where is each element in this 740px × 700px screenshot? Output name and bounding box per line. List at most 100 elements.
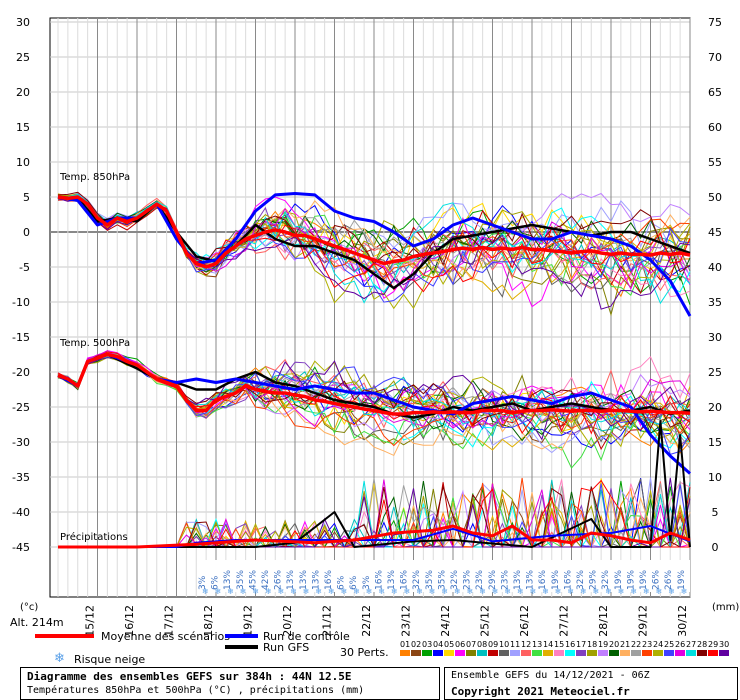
snow-flake-icon: ❄ bbox=[290, 587, 297, 596]
pert-number: 18 bbox=[587, 640, 597, 649]
altitude-label: Alt. 214m bbox=[10, 616, 64, 629]
pert-color-swatch bbox=[664, 650, 674, 656]
pert-color-swatch bbox=[609, 650, 619, 656]
snow-flake-icon: ❄ bbox=[240, 587, 247, 596]
snow-risk-percent: 16% bbox=[563, 570, 573, 590]
snow-risk-percent: 6% bbox=[337, 575, 347, 590]
x-tick-label: 20/12 bbox=[281, 605, 294, 637]
pert-color-swatch bbox=[477, 650, 487, 656]
panel-label-precip: Précipitations bbox=[60, 531, 128, 543]
snow-flake-icon: ❄ bbox=[618, 587, 625, 596]
snow-risk-percent: 6% bbox=[211, 575, 221, 590]
x-tick-label: 17/12 bbox=[163, 605, 176, 637]
pert-number: 28 bbox=[697, 640, 707, 649]
x-tick-label: 26/12 bbox=[518, 605, 531, 637]
snow-risk-percent: 23% bbox=[475, 570, 485, 590]
snow-risk-percent: 3% bbox=[362, 575, 372, 590]
pert-color-swatch bbox=[697, 650, 707, 656]
y-tick-label-right: 45 bbox=[708, 226, 722, 239]
snow-flake-icon: ❄ bbox=[668, 587, 675, 596]
snow-flake-icon: ❄ bbox=[303, 587, 310, 596]
pert-color-swatch bbox=[433, 650, 443, 656]
pert-number: 15 bbox=[554, 640, 564, 649]
x-tick-label: 27/12 bbox=[558, 605, 571, 637]
y-tick-label-right: 50 bbox=[708, 191, 722, 204]
pert-number: 14 bbox=[543, 640, 553, 649]
y-tick-label-left: 5 bbox=[23, 191, 30, 204]
snow-flake-icon: ❄ bbox=[542, 587, 549, 596]
pert-color-swatch bbox=[653, 650, 663, 656]
y-tick-label-right: 0 bbox=[712, 541, 719, 554]
y-tick-label-right: 70 bbox=[708, 51, 722, 64]
pert-color-swatch bbox=[576, 650, 586, 656]
pert-color-swatch bbox=[554, 650, 564, 656]
snow-risk-percent: 32% bbox=[576, 570, 586, 590]
snow-risk-percent: 29% bbox=[488, 570, 498, 590]
snow-risk-percent: 35% bbox=[425, 570, 435, 590]
snow-risk-percent: 19% bbox=[626, 570, 636, 590]
pert-number: 24 bbox=[653, 640, 663, 649]
y-tick-label-left: 0 bbox=[23, 226, 30, 239]
pert-color-swatch bbox=[466, 650, 476, 656]
snow-flake-icon: ❄ bbox=[441, 587, 448, 596]
snow-flake-icon: ❄ bbox=[530, 587, 537, 596]
pert-number: 29 bbox=[708, 640, 718, 649]
y-tick-label-left: 25 bbox=[16, 51, 30, 64]
legend-control-label: Run de contrôle bbox=[263, 630, 350, 643]
y-tick-label-left: -20 bbox=[12, 366, 30, 379]
snow-flake-icon: ❄ bbox=[555, 587, 562, 596]
pert-number: 07 bbox=[466, 640, 476, 649]
footer-title-box: Diagramme des ensembles GEFS sur 384h : … bbox=[20, 667, 440, 700]
pert-number: 17 bbox=[576, 640, 586, 649]
y-tick-label-right: 10 bbox=[708, 471, 722, 484]
footer-run-box: Ensemble GEFS du 14/12/2021 - 06Z Copyri… bbox=[444, 667, 738, 700]
snow-risk-percent: 32% bbox=[450, 570, 460, 590]
snow-flake-icon: ❄ bbox=[630, 587, 637, 596]
x-tick-label: 29/12 bbox=[637, 605, 650, 637]
snow-flake-icon: ❄ bbox=[567, 587, 574, 596]
pert-number: 08 bbox=[477, 640, 487, 649]
pert-color-swatch bbox=[686, 650, 696, 656]
y-tick-label-right: 65 bbox=[708, 86, 722, 99]
x-tick-label: 23/12 bbox=[400, 605, 413, 637]
snow-flake-icon: ❄ bbox=[252, 587, 259, 596]
precip-mean-line bbox=[58, 524, 691, 549]
y-tick-label-left: 10 bbox=[16, 156, 30, 169]
pert-color-swatch bbox=[642, 650, 652, 656]
x-tick-label: 30/12 bbox=[676, 605, 689, 637]
panel-label-t850: Temp. 850hPa bbox=[59, 172, 130, 183]
y-tick-label-right: 60 bbox=[708, 121, 722, 134]
pert-number: 01 bbox=[400, 640, 410, 649]
snow-flake-icon: ❄ bbox=[643, 587, 650, 596]
legend-gfs-label: Run GFS bbox=[263, 641, 309, 654]
footer-copyright: Copyright 2021 Meteociel.fr bbox=[451, 685, 630, 698]
snow-risk-percent: 13% bbox=[223, 570, 233, 590]
snow-risk-percent: 13% bbox=[311, 570, 321, 590]
pert-color-swatch bbox=[400, 650, 410, 656]
pert-number: 26 bbox=[675, 640, 685, 649]
y-tick-label-right: 5 bbox=[712, 506, 719, 519]
t850-mean-line bbox=[57, 195, 691, 269]
pert-number: 06 bbox=[455, 640, 465, 649]
precip-gfs-line bbox=[58, 420, 691, 548]
pert-number: 19 bbox=[598, 640, 608, 649]
snow-risk-band bbox=[200, 560, 690, 592]
member-line-t500 bbox=[57, 351, 691, 454]
snow-flake-icon: ❄ bbox=[416, 587, 423, 596]
snow-flake-icon: ❄ bbox=[492, 587, 499, 596]
x-tick-label: 24/12 bbox=[439, 605, 452, 637]
y-tick-label-right: 15 bbox=[708, 436, 722, 449]
pert-number: 02 bbox=[411, 640, 421, 649]
pert-color-swatch bbox=[565, 650, 575, 656]
left-unit-label: (°c) bbox=[20, 602, 38, 613]
snow-flake-icon: ❄ bbox=[215, 587, 222, 596]
legend-snow-icon: ❄ bbox=[54, 651, 65, 666]
y-tick-label-left: 15 bbox=[16, 121, 30, 134]
snow-flake-icon: ❄ bbox=[517, 587, 524, 596]
pert-color-swatch bbox=[411, 650, 421, 656]
snow-flake-icon: ❄ bbox=[391, 587, 398, 596]
snow-flake-icon: ❄ bbox=[479, 587, 486, 596]
snow-risk-percent: 16% bbox=[324, 570, 334, 590]
